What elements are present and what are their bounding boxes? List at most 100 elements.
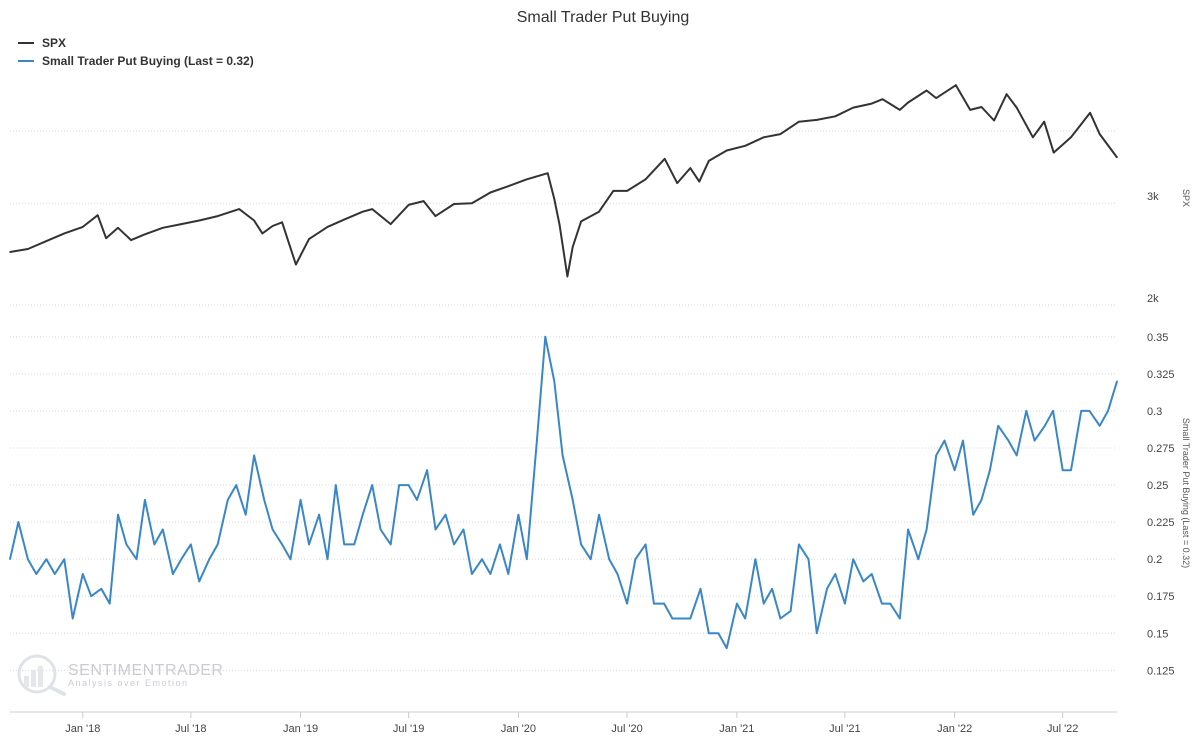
data-point-puts[interactable] <box>616 573 619 575</box>
data-point-puts[interactable] <box>326 558 329 560</box>
data-point-spx[interactable] <box>180 223 183 225</box>
data-point-puts[interactable] <box>972 513 974 516</box>
data-point-spx[interactable] <box>852 106 854 109</box>
data-point-puts[interactable] <box>935 454 937 457</box>
data-point-spx[interactable] <box>1043 120 1045 123</box>
data-point-puts[interactable] <box>481 558 483 560</box>
data-point-puts[interactable] <box>9 558 11 560</box>
data-point-puts[interactable] <box>544 336 547 338</box>
data-point-puts[interactable] <box>1015 454 1018 457</box>
series-line-puts[interactable] <box>9 335 1118 650</box>
data-point-puts[interactable] <box>190 543 192 546</box>
data-point-spx[interactable] <box>980 106 983 108</box>
data-point-puts[interactable] <box>834 573 837 575</box>
data-point-spx[interactable] <box>343 218 346 221</box>
data-point-spx[interactable] <box>907 101 909 104</box>
data-point-puts[interactable] <box>117 513 119 516</box>
data-point-puts[interactable] <box>108 602 111 605</box>
data-point-puts[interactable] <box>962 439 964 442</box>
data-point-spx[interactable] <box>471 202 473 204</box>
data-point-puts[interactable] <box>517 513 520 516</box>
data-point-puts[interactable] <box>1088 410 1091 412</box>
data-point-puts[interactable] <box>826 588 828 590</box>
data-point-spx[interactable] <box>1015 106 1018 109</box>
legend-item-spx[interactable]: SPX <box>18 36 66 50</box>
data-point-puts[interactable] <box>499 543 501 546</box>
data-point-puts[interactable] <box>434 528 437 531</box>
data-point-puts[interactable] <box>308 543 310 546</box>
data-point-puts[interactable] <box>725 647 728 649</box>
data-point-puts[interactable] <box>717 632 720 635</box>
data-point-puts[interactable] <box>489 573 492 575</box>
data-point-puts[interactable] <box>589 558 592 560</box>
data-point-puts[interactable] <box>235 484 237 486</box>
data-point-puts[interactable] <box>736 602 738 605</box>
data-point-puts[interactable] <box>553 380 556 383</box>
data-point-puts[interactable] <box>281 543 283 546</box>
data-point-spx[interactable] <box>1070 136 1072 139</box>
data-point-spx[interactable] <box>271 225 274 227</box>
data-point-puts[interactable] <box>608 558 610 560</box>
data-point-spx[interactable] <box>295 263 297 266</box>
data-point-spx[interactable] <box>1052 151 1055 154</box>
data-point-spx[interactable] <box>612 190 615 192</box>
data-point-puts[interactable] <box>35 573 38 575</box>
data-point-spx[interactable] <box>526 178 528 181</box>
data-point-puts[interactable] <box>353 543 356 546</box>
data-point-puts[interactable] <box>389 543 392 546</box>
data-point-spx[interactable] <box>1005 93 1008 95</box>
data-point-puts[interactable] <box>398 484 400 486</box>
data-point-spx[interactable] <box>899 109 901 111</box>
data-point-spx[interactable] <box>371 208 374 210</box>
data-point-spx[interactable] <box>1089 112 1091 114</box>
legend-item-puts[interactable]: Small Trader Put Buying (Last = 0.32) <box>18 54 254 68</box>
data-point-puts[interactable] <box>90 595 92 597</box>
data-point-puts[interactable] <box>598 513 600 516</box>
data-point-puts[interactable] <box>27 558 29 560</box>
data-point-puts[interactable] <box>1116 380 1118 383</box>
data-point-spx[interactable] <box>63 232 66 235</box>
data-point-puts[interactable] <box>82 573 84 575</box>
data-point-puts[interactable] <box>881 602 883 605</box>
data-point-spx[interactable] <box>453 203 455 205</box>
data-point-puts[interactable] <box>343 543 346 546</box>
data-point-puts[interactable] <box>870 573 873 575</box>
data-point-puts[interactable] <box>318 513 320 516</box>
data-point-puts[interactable] <box>1107 410 1109 412</box>
data-point-spx[interactable] <box>117 227 119 229</box>
data-point-spx[interactable] <box>82 226 84 228</box>
data-point-spx[interactable] <box>626 190 628 192</box>
data-point-spx[interactable] <box>507 185 510 187</box>
data-point-puts[interactable] <box>754 558 757 560</box>
data-point-puts[interactable] <box>561 454 564 457</box>
data-point-spx[interactable] <box>698 180 701 183</box>
data-point-spx[interactable] <box>708 160 710 162</box>
data-point-spx[interactable] <box>27 248 29 250</box>
data-point-puts[interactable] <box>407 484 410 486</box>
data-point-spx[interactable] <box>422 200 425 202</box>
data-point-spx[interactable] <box>725 149 728 152</box>
data-point-puts[interactable] <box>453 543 455 546</box>
data-point-spx[interactable] <box>881 98 884 100</box>
data-point-puts[interactable] <box>135 558 138 560</box>
data-point-spx[interactable] <box>993 119 995 122</box>
data-point-puts[interactable] <box>779 617 782 620</box>
data-point-spx[interactable] <box>546 172 549 174</box>
data-point-puts[interactable] <box>227 499 229 501</box>
data-point-puts[interactable] <box>1033 439 1036 442</box>
data-point-puts[interactable] <box>153 543 156 546</box>
data-point-puts[interactable] <box>208 558 211 560</box>
data-point-spx[interactable] <box>162 227 164 229</box>
data-point-puts[interactable] <box>263 499 266 501</box>
data-point-puts[interactable] <box>63 558 66 560</box>
data-point-puts[interactable] <box>980 499 983 501</box>
data-point-spx[interactable] <box>45 240 48 242</box>
data-point-spx[interactable] <box>870 102 873 105</box>
data-point-puts[interactable] <box>144 499 146 501</box>
data-point-spx[interactable] <box>144 233 146 236</box>
data-point-puts[interactable] <box>852 558 854 560</box>
data-point-puts[interactable] <box>253 454 255 457</box>
data-point-puts[interactable] <box>571 499 574 501</box>
data-point-puts[interactable] <box>180 558 183 560</box>
data-point-puts[interactable] <box>907 528 909 531</box>
